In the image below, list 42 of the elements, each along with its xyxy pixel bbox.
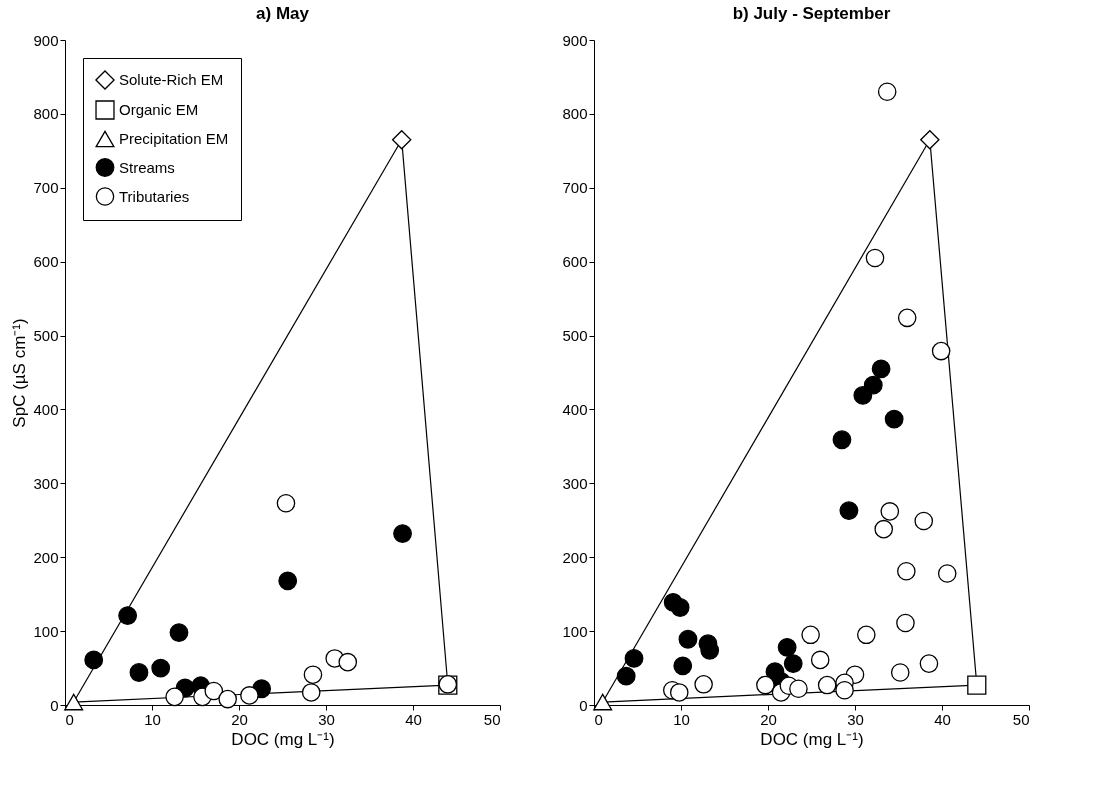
y-tick-label: 500 (562, 327, 588, 345)
y-tick-label: 300 (562, 474, 588, 492)
y-tick-label: 700 (33, 179, 59, 197)
x-axis-title: DOC (mg L⁻¹) (231, 729, 335, 749)
x-tick-label: 50 (483, 710, 501, 728)
x-tick-label: 10 (144, 710, 161, 728)
y-tick-label: 200 (33, 548, 59, 566)
y-tick-label: 200 (562, 548, 588, 566)
y-tick-label: 400 (562, 400, 588, 418)
y-tick-label: 300 (33, 474, 59, 492)
y-tick-label: 900 (33, 31, 59, 49)
x-tick-label: 20 (760, 710, 777, 728)
y-tick-label: 700 (562, 179, 588, 197)
x-tick-label: 50 (1012, 710, 1030, 728)
y-tick-label: 500 (33, 327, 59, 345)
y-tick-label: 0 (579, 696, 588, 714)
x-tick-label: 0 (594, 710, 603, 728)
x-tick-label: 30 (318, 710, 335, 728)
x-tick-label: 30 (847, 710, 864, 728)
y-tick-label: 900 (562, 31, 588, 49)
y-tick-label: 100 (33, 622, 59, 640)
chart-title: a) May (256, 4, 310, 23)
y-tick-label: 800 (562, 105, 588, 123)
y-tick-label: 100 (562, 622, 588, 640)
legend-label: Tributaries (119, 187, 190, 205)
chart-title: b) July - September (732, 4, 891, 23)
y-tick-label: 0 (50, 696, 59, 714)
y-tick-label: 800 (33, 105, 59, 123)
y-tick-label: 600 (33, 253, 59, 271)
x-tick-label: 20 (231, 710, 248, 728)
y-axis-title: SpC (µS cm⁻¹) (10, 318, 30, 428)
legend-label: Organic EM (119, 101, 199, 118)
y-tick-label: 600 (562, 253, 588, 271)
y-tick-label: 400 (33, 400, 59, 418)
legend-label: Precipitation EM (119, 130, 229, 147)
x-tick-label: 0 (65, 710, 74, 728)
x-tick-label: 40 (405, 710, 422, 728)
legend-label: Streams (119, 158, 175, 176)
x-axis-title: DOC (mg L⁻¹) (760, 729, 864, 749)
legend-label: Solute-Rich EM (119, 71, 224, 88)
x-tick-label: 10 (673, 710, 690, 728)
x-tick-label: 40 (934, 710, 951, 728)
